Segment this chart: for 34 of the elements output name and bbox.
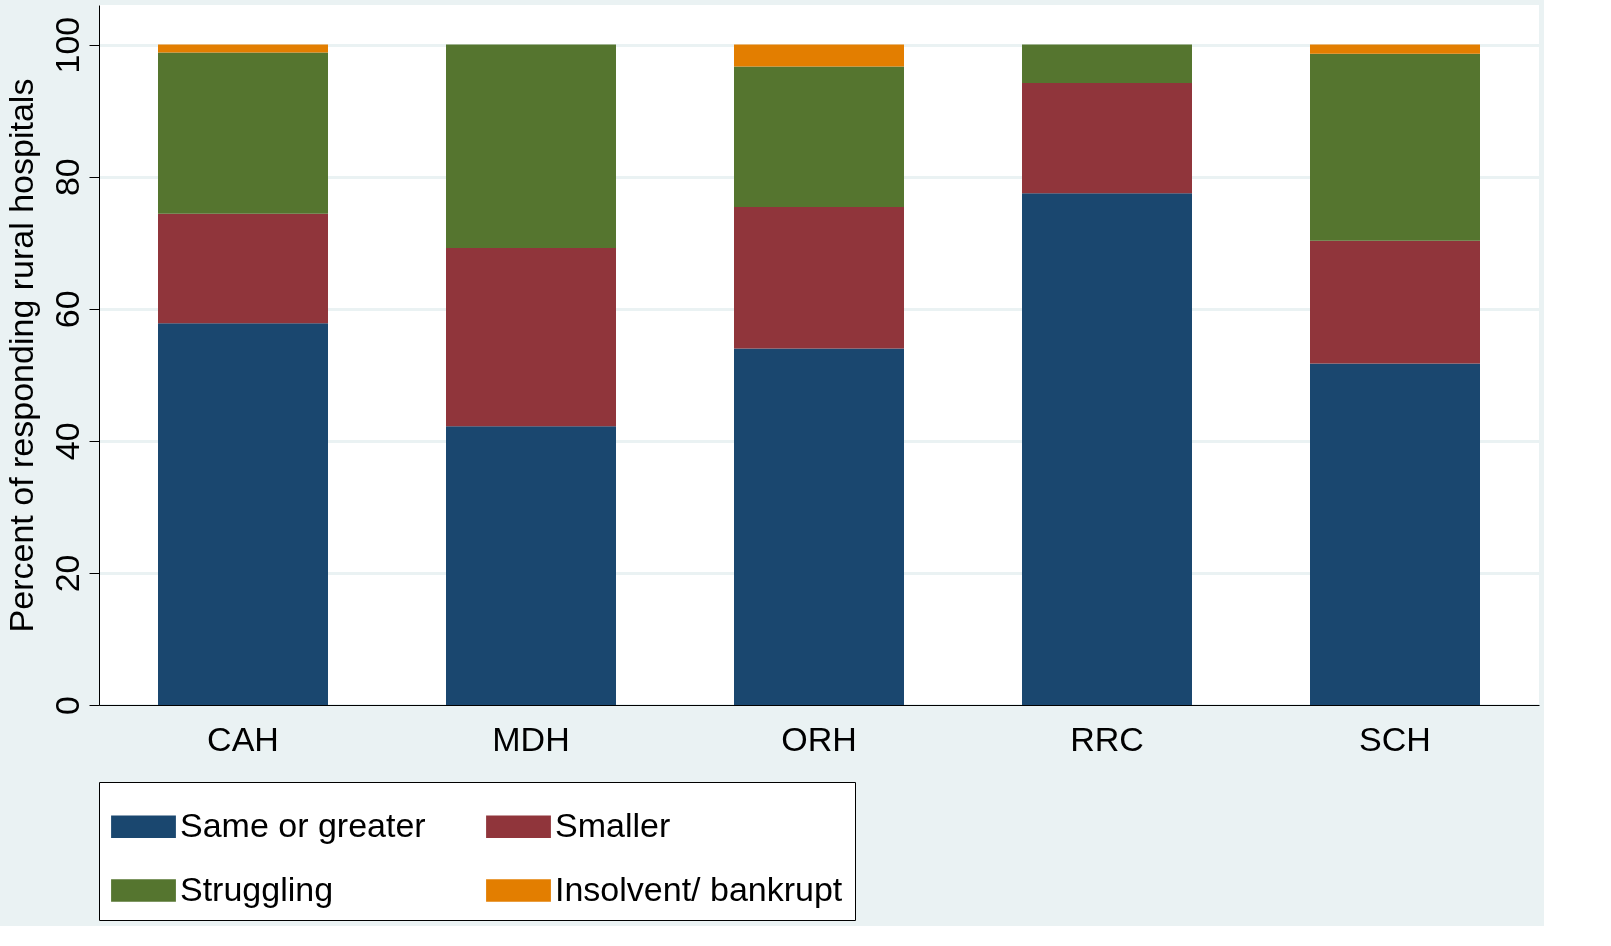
legend-label: Same or greater xyxy=(180,805,426,844)
bar xyxy=(734,44,904,67)
bar xyxy=(1310,363,1480,705)
bar xyxy=(1022,44,1192,83)
x-tick-label: SCH xyxy=(1359,719,1431,758)
bar xyxy=(158,52,328,214)
x-tick-label: MDH xyxy=(492,719,570,758)
y-tick-label: 80 xyxy=(47,158,86,197)
bar xyxy=(1310,44,1480,54)
x-tick-label: ORH xyxy=(781,719,857,758)
bar xyxy=(158,44,328,53)
bar xyxy=(446,248,616,427)
legend-label: Insolvent/ bankrupt xyxy=(555,869,843,908)
y-tick-label: 0 xyxy=(47,696,86,715)
y-tick-label: 20 xyxy=(47,554,86,593)
bar xyxy=(734,207,904,349)
legend-label: Smaller xyxy=(555,805,671,844)
y-axis-title: Percent of responding rural hospitals xyxy=(1,78,40,633)
bar xyxy=(446,426,616,705)
bar xyxy=(734,66,904,208)
bar xyxy=(158,323,328,705)
bar xyxy=(1310,53,1480,241)
y-tick-label: 40 xyxy=(47,422,86,461)
bar xyxy=(734,348,904,705)
legend-label: Struggling xyxy=(180,869,334,908)
bar xyxy=(446,44,616,249)
bar xyxy=(1022,82,1192,194)
x-tick-label: CAH xyxy=(207,719,279,758)
y-tick-label: 100 xyxy=(47,16,86,74)
bar xyxy=(1310,240,1480,364)
bar xyxy=(158,213,328,324)
x-tick-label: RRC xyxy=(1070,719,1144,758)
y-tick-label: 60 xyxy=(47,290,86,329)
bar xyxy=(1022,193,1192,705)
